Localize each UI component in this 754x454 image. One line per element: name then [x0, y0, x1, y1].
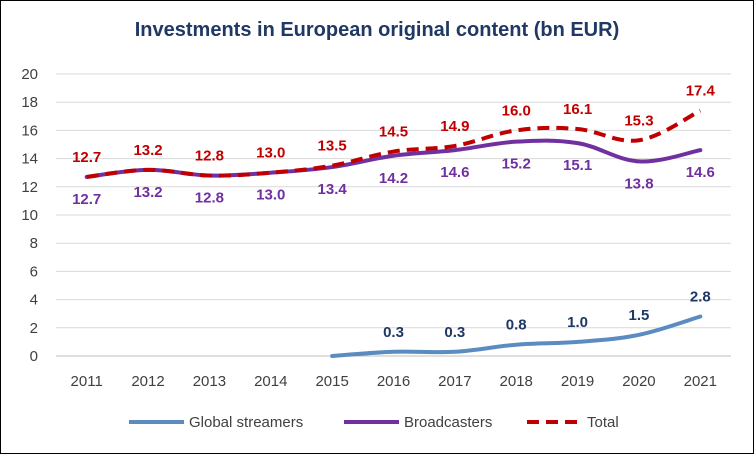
data-label-global-streamers: 1.5: [629, 307, 650, 324]
legend: Global streamers Broadcasters Total: [129, 414, 619, 431]
x-tick-label: 2011: [71, 373, 103, 390]
data-label-broadcasters: 14.2: [379, 170, 408, 187]
data-label-total: 12.8: [195, 148, 224, 165]
x-tick-label: 2019: [561, 373, 594, 390]
y-tick-label: 10: [21, 207, 38, 224]
series-line-total: [86, 108, 702, 179]
x-tick-label: 2013: [193, 373, 226, 390]
data-label-broadcasters: 13.8: [624, 175, 653, 192]
y-tick-label: 6: [30, 263, 38, 280]
y-tick-label: 0: [30, 348, 38, 365]
data-label-global-streamers: 1.0: [567, 314, 588, 331]
data-label-broadcasters: 15.1: [563, 157, 592, 174]
data-label-total: 12.7: [72, 149, 101, 166]
x-tick-label: 2014: [254, 373, 287, 390]
data-label-global-streamers: 0.3: [444, 324, 465, 341]
x-tick-label: 2016: [377, 373, 410, 390]
legend-label-total: Total: [587, 414, 619, 431]
data-label-broadcasters: 12.8: [195, 190, 224, 207]
chart-title: Investments in European original content…: [134, 19, 620, 41]
data-label-total: 14.5: [379, 124, 408, 141]
data-label-global-streamers: 0.3: [383, 324, 404, 341]
data-label-broadcasters: 13.4: [318, 181, 348, 198]
y-tick-label: 16: [21, 122, 38, 139]
y-axis: 0 2 4 6 8 10 12 14 16 18 20: [21, 66, 38, 365]
data-labels: 0.3 0.3 0.8 1.0 1.5 2.8 12.7 13.2 12.8 13.0 13.4 14…: [72, 83, 715, 341]
series-line-global-streamers: [330, 314, 703, 358]
data-label-total: 14.9: [440, 118, 469, 135]
x-tick-label: 2021: [684, 373, 717, 390]
data-label-global-streamers: 2.8: [690, 289, 711, 306]
data-label-broadcasters: 13.2: [133, 184, 162, 201]
data-label-total: 13.0: [256, 145, 285, 162]
data-label-broadcasters: 14.6: [440, 164, 469, 181]
y-tick-label: 8: [30, 235, 38, 252]
data-label-broadcasters: 12.7: [72, 191, 101, 208]
y-tick-label: 14: [21, 151, 38, 168]
data-label-total: 13.2: [133, 142, 162, 159]
x-tick-label: 2015: [315, 373, 348, 390]
legend-label-global-streamers: Global streamers: [189, 414, 303, 431]
data-label-global-streamers: 0.8: [506, 317, 527, 334]
data-label-total: 13.5: [318, 138, 347, 155]
data-label-total: 16.1: [563, 101, 592, 118]
y-tick-label: 18: [21, 94, 38, 111]
x-tick-label: 2018: [500, 373, 533, 390]
data-label-total: 17.4: [686, 83, 716, 100]
x-axis: 2011 2012 2013 2014 2015 2016 2017 2018 2019 2020…: [56, 355, 731, 390]
data-label-total: 16.0: [502, 102, 531, 119]
data-label-broadcasters: 15.2: [502, 156, 531, 173]
x-tick-label: 2020: [622, 373, 655, 390]
y-tick-label: 20: [21, 66, 38, 83]
series-lines: [84, 108, 703, 358]
data-label-broadcasters: 13.0: [256, 187, 285, 204]
legend-label-broadcasters: Broadcasters: [404, 414, 492, 431]
data-label-total: 15.3: [624, 112, 653, 129]
y-tick-label: 2: [30, 320, 38, 337]
y-tick-label: 4: [30, 292, 38, 309]
x-tick-label: 2012: [131, 373, 164, 390]
data-label-broadcasters: 14.6: [686, 164, 715, 181]
y-tick-label: 12: [21, 179, 38, 196]
x-tick-label: 2017: [438, 373, 471, 390]
